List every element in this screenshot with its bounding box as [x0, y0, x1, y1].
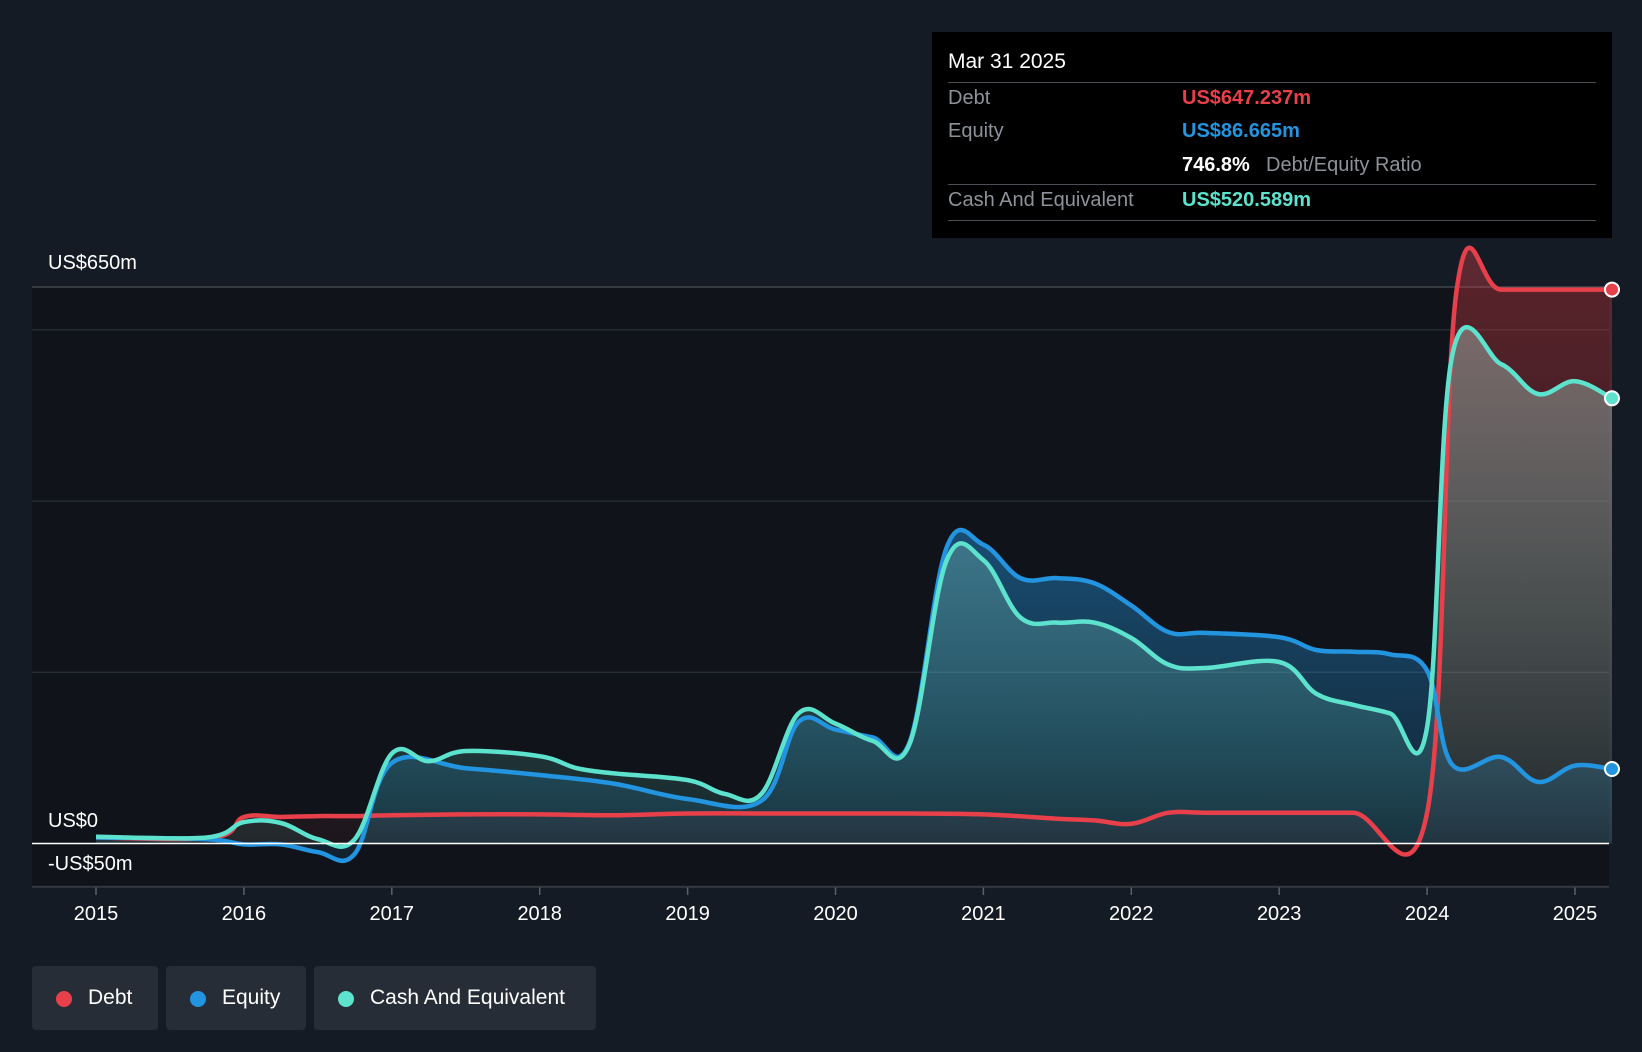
- legend-item-cash[interactable]: Cash And Equivalent: [314, 966, 596, 1030]
- x-tick-label: 2017: [370, 903, 415, 925]
- series-area-cash: [96, 327, 1612, 847]
- series-areas: [96, 247, 1612, 861]
- tooltip-debt-value: US$647.237m: [1182, 87, 1311, 109]
- tooltip-debt-label: Debt: [948, 87, 991, 109]
- debt-dot-icon: [56, 991, 72, 1007]
- equity-dot-icon: [190, 991, 206, 1007]
- series-end-marker-equity: [1603, 761, 1620, 778]
- y-axis-labels: US$650m US$0 -US$50m: [48, 252, 137, 875]
- data-tooltip: Mar 31 2025 Debt US$647.237m Equity US$8…: [932, 32, 1612, 238]
- tooltip-cash-row: Cash And Equivalent US$520.589m: [948, 184, 1596, 219]
- x-tick-label: 2021: [961, 903, 1006, 925]
- cash-dot-icon: [338, 991, 354, 1007]
- tooltip-cash-label: Cash And Equivalent: [948, 189, 1134, 211]
- legend-label-cash: Cash And Equivalent: [370, 986, 565, 1009]
- tooltip-ratio-row: 746.8% Debt/Equity Ratio: [948, 150, 1596, 184]
- x-tick-label: 2016: [222, 903, 267, 925]
- x-tick-label: 2023: [1257, 903, 1302, 925]
- series-end-markers: [1603, 281, 1620, 778]
- y-tick-label-bottom: -US$50m: [48, 853, 132, 875]
- grid-lines: [32, 286, 1609, 887]
- x-tick-label: 2025: [1553, 903, 1598, 925]
- series-end-marker-cash: [1603, 390, 1620, 407]
- series-line-debt: [95, 245, 1612, 857]
- tooltip-debt-row: Debt US$647.237m: [948, 82, 1596, 117]
- y-tick-label-zero: US$0: [48, 810, 98, 832]
- legend-item-debt[interactable]: Debt: [32, 966, 158, 1030]
- x-tick-label: 2019: [665, 903, 710, 925]
- tooltip-equity-label: Equity: [948, 120, 1004, 142]
- x-tick-label: 2015: [74, 903, 119, 925]
- tooltip-divider: [948, 220, 1596, 221]
- x-tick-label: 2018: [517, 903, 562, 925]
- x-axis: 2015 2016 2017 2018 2019 2020 2021 2022 2023 2024…: [32, 886, 1609, 925]
- tooltip-equity-value: US$86.665m: [1182, 120, 1300, 142]
- legend-item-equity[interactable]: Equity: [166, 966, 306, 1030]
- tooltip-equity-row: Equity US$86.665m: [948, 116, 1596, 150]
- tooltip-ratio-label: Debt/Equity Ratio: [1266, 154, 1422, 176]
- x-tick-label: 2020: [813, 903, 858, 925]
- tooltip-date: Mar 31 2025: [948, 50, 1066, 73]
- y-tick-label-top: US$650m: [48, 252, 137, 274]
- legend-label-equity: Equity: [222, 986, 281, 1009]
- tooltip-cash-value: US$520.589m: [1182, 189, 1311, 211]
- series-lines: [95, 245, 1614, 863]
- tooltip-ratio-value: 746.8%: [1182, 154, 1250, 176]
- series-line-cash: [95, 324, 1614, 849]
- x-tick-label: 2024: [1405, 903, 1450, 925]
- legend-label-debt: Debt: [88, 986, 133, 1009]
- series-end-marker-debt: [1603, 281, 1620, 298]
- x-tick-label: 2022: [1109, 903, 1154, 925]
